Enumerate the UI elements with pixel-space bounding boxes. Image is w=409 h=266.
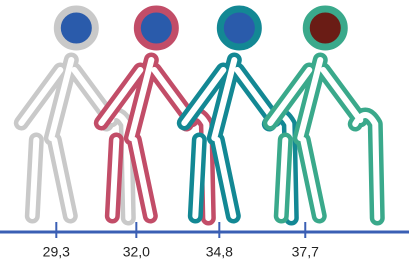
- chart: 29,3 32,0 34,8 37,7: [0, 0, 409, 266]
- tick-label: 32,0: [123, 244, 150, 260]
- figure-head: [57, 9, 95, 47]
- figure-head: [220, 9, 258, 47]
- figure-head: [137, 9, 175, 47]
- figure-head: [306, 9, 344, 47]
- person-figure: [270, 9, 377, 218]
- tick-label: 29,3: [43, 244, 70, 260]
- tick-label: 34,8: [206, 244, 233, 260]
- tick-label: 37,7: [292, 244, 319, 260]
